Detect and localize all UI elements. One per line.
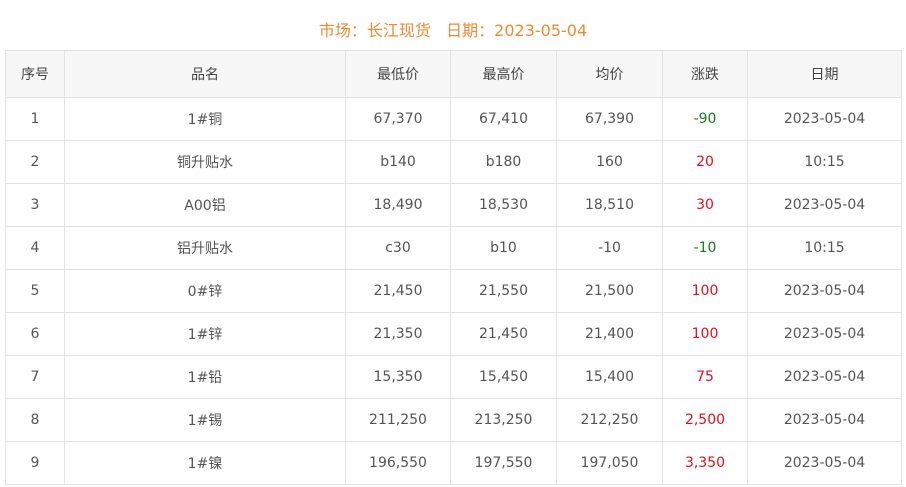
table-cell: -10 <box>556 226 663 270</box>
market-value: 长江现货 <box>366 21 431 40</box>
table-cell: 21,450 <box>345 269 451 313</box>
table-cell: 2 <box>5 140 65 184</box>
table-row: 4 铝升贴水 c30 b10 -10 -10 10:15 <box>5 226 902 270</box>
table-cell: -90 <box>662 97 748 141</box>
table-cell: 2023-05-04 <box>747 97 902 141</box>
table-cell: 21,350 <box>345 312 451 356</box>
table-cell: 160 <box>556 140 663 184</box>
table-cell: 30 <box>662 183 748 227</box>
table-cell: 2,500 <box>662 398 748 442</box>
table-cell: A00铝 <box>64 183 346 227</box>
table-cell: 15,350 <box>345 355 451 399</box>
table-row: 7 1#铅 15,350 15,450 15,400 75 2023-05-04 <box>5 355 902 399</box>
table-cell: 8 <box>5 398 65 442</box>
table-cell: 铜升贴水 <box>64 140 346 184</box>
table-cell: 20 <box>662 140 748 184</box>
table-cell: 10:15 <box>747 140 902 184</box>
table-cell: 1#铅 <box>64 355 346 399</box>
table-cell: 67,410 <box>450 97 557 141</box>
table-row: 1 1#铜 67,370 67,410 67,390 -90 2023-05-04 <box>5 97 902 141</box>
date-value: 2023-05-04 <box>494 21 588 40</box>
table-cell: 100 <box>662 312 748 356</box>
table-cell: 21,400 <box>556 312 663 356</box>
table-row: 5 0#锌 21,450 21,550 21,500 100 2023-05-04 <box>5 269 902 313</box>
page-title: 市场：长江现货 日期：2023-05-04 <box>0 20 906 42</box>
column-header: 涨跌 <box>662 50 748 98</box>
table-cell: -10 <box>662 226 748 270</box>
table-cell: 3 <box>5 183 65 227</box>
date-label: 日期： <box>446 21 495 40</box>
table-header: 序号 品名 最低价 最高价 均价 涨跌 日期 <box>5 50 902 98</box>
table-row: 2 铜升贴水 b140 b180 160 20 10:15 <box>5 140 902 184</box>
table-cell: 15,400 <box>556 355 663 399</box>
column-header: 均价 <box>556 50 663 98</box>
table-cell: 2023-05-04 <box>747 355 902 399</box>
price-table: 序号 品名 最低价 最高价 均价 涨跌 日期 1 1#铜 67,370 67,410 67,390-… <box>5 50 902 485</box>
table-row: 8 1#锡 211,250 213,250 212,250 2,500 2023-05-04 <box>5 398 902 442</box>
table-cell: 212,250 <box>556 398 663 442</box>
table-cell: b140 <box>345 140 451 184</box>
table-cell: 0#锌 <box>64 269 346 313</box>
table-cell: 21,550 <box>450 269 557 313</box>
table-row: 3 A00铝 18,490 18,530 18,510 30 2023-05-04 <box>5 183 902 227</box>
table-cell: 211,250 <box>345 398 451 442</box>
table-cell: 2023-05-04 <box>747 441 902 485</box>
table-cell: 2023-05-04 <box>747 312 902 356</box>
table-cell: b180 <box>450 140 557 184</box>
table-cell: 1#锌 <box>64 312 346 356</box>
table-cell: 2023-05-04 <box>747 398 902 442</box>
table-row: 9 1#镍 196,550 197,550 197,050 3,350 2023-05-04 <box>5 441 902 485</box>
table-cell: 4 <box>5 226 65 270</box>
table-cell: c30 <box>345 226 451 270</box>
table-cell: 9 <box>5 441 65 485</box>
column-header: 最高价 <box>450 50 557 98</box>
table-cell: 2023-05-04 <box>747 183 902 227</box>
column-header: 序号 <box>5 50 65 98</box>
table-cell: 197,050 <box>556 441 663 485</box>
table-cell: 213,250 <box>450 398 557 442</box>
table-cell: 21,500 <box>556 269 663 313</box>
table-row: 6 1#锌 21,350 21,450 21,400 100 2023-05-04 <box>5 312 902 356</box>
table-cell: 18,510 <box>556 183 663 227</box>
market-label: 市场： <box>318 21 367 40</box>
table-cell: 67,390 <box>556 97 663 141</box>
table-cell: 2023-05-04 <box>747 269 902 313</box>
column-header: 最低价 <box>345 50 451 98</box>
table-cell: 1#铜 <box>64 97 346 141</box>
table-cell: 196,550 <box>345 441 451 485</box>
table-cell: 1 <box>5 97 65 141</box>
table-cell: 18,530 <box>450 183 557 227</box>
table-cell: 铝升贴水 <box>64 226 346 270</box>
table-cell: 18,490 <box>345 183 451 227</box>
table-cell: 5 <box>5 269 65 313</box>
column-header: 日期 <box>747 50 902 98</box>
table-cell: 75 <box>662 355 748 399</box>
table-cell: 1#镍 <box>64 441 346 485</box>
table-cell: 10:15 <box>747 226 902 270</box>
table-cell: 15,450 <box>450 355 557 399</box>
table-cell: 67,370 <box>345 97 451 141</box>
table-cell: 100 <box>662 269 748 313</box>
column-header: 品名 <box>64 50 346 98</box>
table-cell: 1#锡 <box>64 398 346 442</box>
table-cell: 6 <box>5 312 65 356</box>
table-cell: 21,450 <box>450 312 557 356</box>
table-cell: 197,550 <box>450 441 557 485</box>
table-cell: b10 <box>450 226 557 270</box>
table-cell: 7 <box>5 355 65 399</box>
table-cell: 3,350 <box>662 441 748 485</box>
